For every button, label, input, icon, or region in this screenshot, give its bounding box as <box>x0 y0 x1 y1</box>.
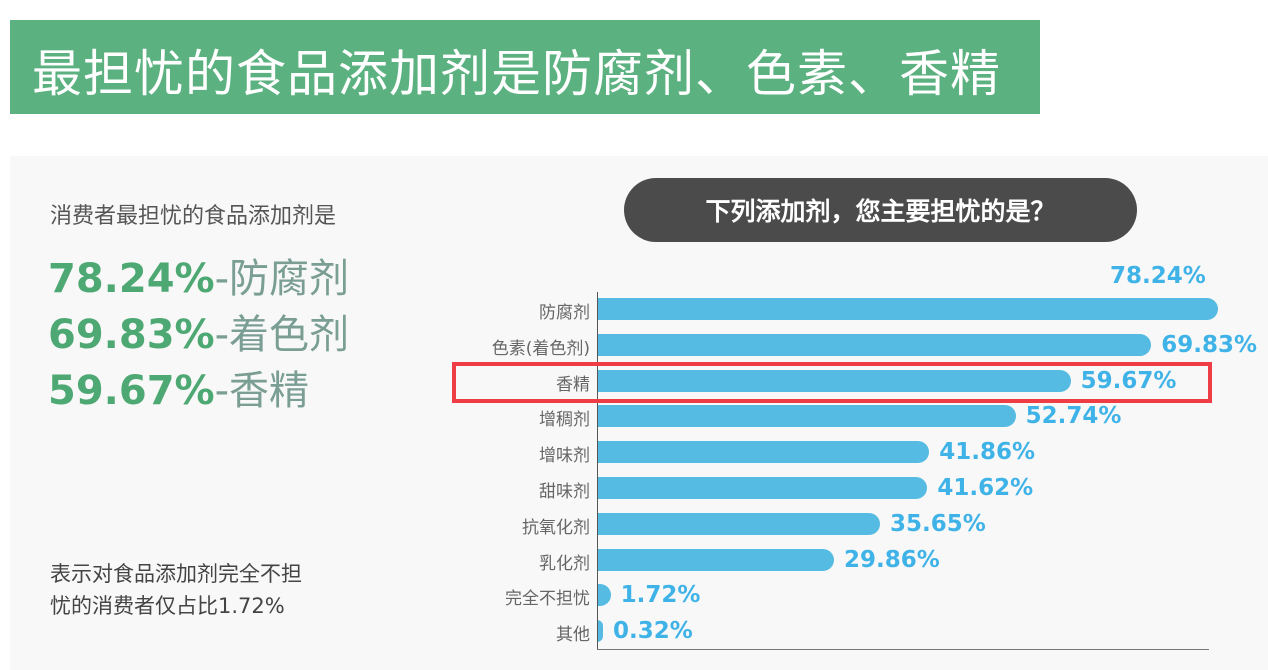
bar <box>597 584 611 607</box>
stat-label: -着色剂 <box>214 312 350 358</box>
category-label: 甜味剂 <box>539 482 590 502</box>
value-label: 78.24% <box>1110 263 1206 289</box>
value-label: 41.62% <box>937 475 1034 501</box>
value-label: 0.32% <box>613 618 693 645</box>
left-subtitle: 消费者最担忧的食品添加剂是 <box>50 204 337 229</box>
value-label: 29.86% <box>844 546 940 573</box>
bar <box>597 548 834 571</box>
bar <box>597 512 880 535</box>
y-axis <box>597 292 598 650</box>
value-label: 35.65% <box>889 510 986 537</box>
value-label: 52.74% <box>1025 403 1122 430</box>
note-line-1: 表示对食品添加剂完全不担 <box>50 562 302 586</box>
page-title: 最担忧的食品添加剂是防腐剂、色素、香精 <box>32 45 1001 103</box>
x-axis <box>597 649 1209 650</box>
bar <box>597 441 930 464</box>
category-label: 防腐剂 <box>539 303 590 323</box>
title-banner: 最担忧的食品添加剂是防腐剂、色素、香精 <box>10 20 1040 114</box>
stat-label: -防腐剂 <box>214 256 350 302</box>
category-label: 增味剂 <box>539 446 590 467</box>
category-label: 色素(着色剂) <box>491 338 590 359</box>
category-label: 香精 <box>556 374 590 395</box>
stat-value: 69.83% <box>48 312 215 358</box>
highlight-stat: 78.24%-防腐剂 <box>48 246 349 304</box>
category-label: 完全不担忧 <box>505 589 590 610</box>
bar <box>597 477 928 499</box>
stat-value: 78.24% <box>48 256 215 302</box>
stat-label: -香精 <box>214 368 310 414</box>
category-label: 抗氧化剂 <box>522 517 590 538</box>
category-label: 乳化剂 <box>539 553 590 574</box>
category-label: 其他 <box>556 625 590 646</box>
highlight-box <box>452 362 1212 403</box>
bar <box>597 620 603 643</box>
bar <box>597 369 1071 392</box>
bar <box>597 298 1218 320</box>
bar <box>597 405 1016 428</box>
category-label: 增稠剂 <box>539 410 590 431</box>
value-label: 41.86% <box>939 439 1036 466</box>
highlight-stat: 59.67%-香精 <box>48 358 309 416</box>
chart-title: 下列添加剂，您主要担忧的是？ <box>624 178 1137 242</box>
value-label: 59.67% <box>1080 367 1177 394</box>
highlight-stat: 69.83%-着色剂 <box>48 302 349 360</box>
value-label: 1.72% <box>620 582 701 609</box>
note-line-2: 忧的消费者仅占比1.72% <box>50 594 285 618</box>
bar <box>597 333 1152 356</box>
stat-value: 59.67% <box>48 368 215 414</box>
value-label: 69.83% <box>1161 331 1258 358</box>
